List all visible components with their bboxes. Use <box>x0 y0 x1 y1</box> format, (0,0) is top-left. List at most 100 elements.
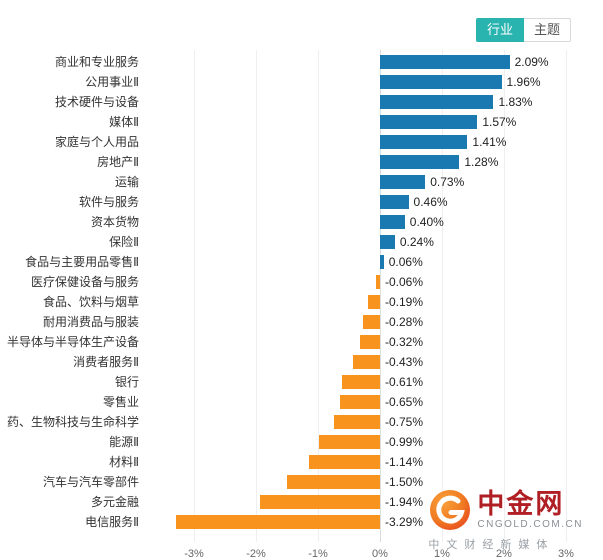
plot-area: -0.65% <box>148 392 603 412</box>
category-label: 银行 <box>114 375 139 389</box>
bar-positive[interactable] <box>380 95 494 109</box>
plot-area: -0.99% <box>148 432 603 452</box>
value-label: -3.29% <box>385 515 424 529</box>
chart-row: 药、生物科技与生命科学 -0.75% <box>0 412 603 432</box>
chart-row: 零售业 -0.65% <box>0 392 603 412</box>
plot-area: 1.83% <box>148 92 603 112</box>
bar-positive[interactable] <box>380 155 460 169</box>
value-label: -0.75% <box>385 415 424 429</box>
bar-positive[interactable] <box>380 75 502 89</box>
bar-negative[interactable] <box>318 435 380 449</box>
x-axis-tick-label: -1% <box>308 548 328 560</box>
category-label: 媒体Ⅱ <box>109 115 139 129</box>
bar-negative[interactable] <box>339 395 380 409</box>
plot-area: 0.40% <box>148 212 603 232</box>
bar-positive[interactable] <box>380 55 510 69</box>
category-label: 公用事业Ⅱ <box>85 75 139 89</box>
x-axis-tick-label: -3% <box>184 548 204 560</box>
bar-positive[interactable] <box>380 255 384 269</box>
brand-tagline: 中文财经新媒体 <box>428 539 555 551</box>
bar-negative[interactable] <box>353 355 380 369</box>
value-label: -0.28% <box>385 315 424 329</box>
x-axis-tick-label: 0% <box>372 548 388 560</box>
category-label: 耐用消费品与服装 <box>42 315 139 329</box>
chart-row: 消费者服务Ⅱ -0.43% <box>0 352 603 372</box>
site-logo: 中金网 CNGOLD.COM.CN 中文财经新媒体 <box>428 488 583 552</box>
category-label: 运输 <box>114 175 139 189</box>
chart-row: 技术硬件与设备 1.83% <box>0 92 603 112</box>
plot-area: -1.14% <box>148 452 603 472</box>
category-label: 材料Ⅱ <box>109 455 139 469</box>
value-label: -0.43% <box>385 355 424 369</box>
chart-row: 软件与服务 0.46% <box>0 192 603 212</box>
value-label: -1.94% <box>385 495 424 509</box>
plot-area: 0.06% <box>148 252 603 272</box>
category-label: 食品、饮料与烟草 <box>42 295 139 309</box>
plot-area: 0.46% <box>148 192 603 212</box>
value-label: -0.06% <box>385 275 424 289</box>
value-label: -1.14% <box>385 455 424 469</box>
category-label: 医疗保健设备与服务 <box>30 275 139 289</box>
plot-area: 1.96% <box>148 72 603 92</box>
chart-row: 材料Ⅱ -1.14% <box>0 452 603 472</box>
category-label: 电信服务Ⅱ <box>85 515 139 529</box>
chart-row: 商业和专业服务 2.09% <box>0 52 603 72</box>
bar-negative[interactable] <box>342 375 380 389</box>
plot-area: 1.57% <box>148 112 603 132</box>
bar-positive[interactable] <box>380 135 468 149</box>
bar-negative[interactable] <box>259 495 380 509</box>
chart-row: 食品、饮料与烟草 -0.19% <box>0 292 603 312</box>
value-label: -0.19% <box>385 295 424 309</box>
plot-area: 1.28% <box>148 152 603 172</box>
bar-negative[interactable] <box>368 295 380 309</box>
bar-positive[interactable] <box>380 175 426 189</box>
bar-positive[interactable] <box>380 115 478 129</box>
plot-area: -1.50% <box>148 472 603 492</box>
bar-negative[interactable] <box>176 515 380 529</box>
chart-row: 保险Ⅱ 0.24% <box>0 232 603 252</box>
value-label: 1.28% <box>464 155 499 169</box>
value-label: 1.41% <box>472 135 507 149</box>
category-label: 软件与服务 <box>78 195 139 209</box>
plot-area: -1.94% <box>148 492 603 512</box>
bar-negative[interactable] <box>362 315 380 329</box>
category-label: 多元金融 <box>90 495 139 509</box>
bar-negative[interactable] <box>360 335 380 349</box>
x-axis-tick-label: 1% <box>434 548 450 560</box>
plot-area: 0.73% <box>148 172 603 192</box>
category-label: 商业和专业服务 <box>54 55 139 69</box>
category-label: 资本货物 <box>90 215 139 229</box>
plot-area: -0.75% <box>148 412 603 432</box>
bar-negative[interactable] <box>376 275 380 289</box>
gridline <box>256 50 257 542</box>
category-label: 房地产Ⅱ <box>97 155 139 169</box>
chart-mode-tabs: 行业 主题 <box>475 18 571 42</box>
bar-negative[interactable] <box>309 455 380 469</box>
x-axis-tick-label: 3% <box>558 548 574 560</box>
tab-industry[interactable]: 行业 <box>475 18 524 42</box>
chart-row: 食品与主要用品零售Ⅱ 0.06% <box>0 252 603 272</box>
category-label: 零售业 <box>102 395 139 409</box>
x-axis-tick-label: 2% <box>496 548 512 560</box>
bar-positive[interactable] <box>380 235 395 249</box>
bar-positive[interactable] <box>380 195 409 209</box>
chart-row: 房地产Ⅱ 1.28% <box>0 152 603 172</box>
bar-negative[interactable] <box>333 415 380 429</box>
bar-negative[interactable] <box>287 475 380 489</box>
gridline <box>566 50 567 542</box>
chart-row: 汽车与汽车零部件 -1.50% <box>0 472 603 492</box>
plot-area: -0.19% <box>148 292 603 312</box>
gridline <box>194 50 195 542</box>
plot-area: -3.29% <box>148 512 603 532</box>
plot-area: -0.43% <box>148 352 603 372</box>
category-label: 汽车与汽车零部件 <box>42 475 139 489</box>
value-label: 0.24% <box>399 235 434 249</box>
value-label: -0.61% <box>385 375 424 389</box>
chart-row: 多元金融 -1.94% <box>0 492 603 512</box>
value-label: -1.50% <box>385 475 424 489</box>
cngold-logo-icon <box>430 490 471 530</box>
category-label: 药、生物科技与生命科学 <box>6 415 139 429</box>
chart-row: 运输 0.73% <box>0 172 603 192</box>
bar-positive[interactable] <box>380 215 405 229</box>
tab-theme[interactable]: 主题 <box>523 18 571 42</box>
